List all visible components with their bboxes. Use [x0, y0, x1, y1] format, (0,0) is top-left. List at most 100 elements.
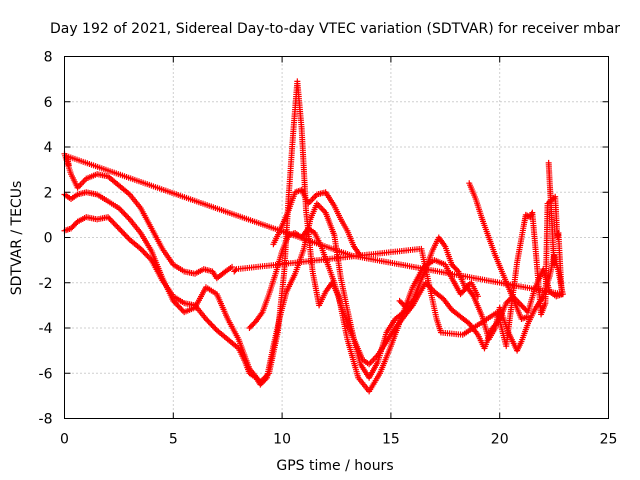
point-track-c: [113, 222, 120, 229]
point-scatter: [65, 162, 72, 169]
data-marks: [61, 78, 566, 395]
point-track-g: [408, 299, 415, 306]
point-track-d: [249, 322, 256, 329]
point-track-c: [504, 298, 511, 305]
point-track-g: [396, 297, 403, 304]
point-track-c: [109, 218, 116, 225]
y-tick-label: 4: [44, 140, 53, 156]
point-track-c: [119, 229, 126, 236]
point-track-d: [247, 323, 254, 330]
point-track-g: [399, 300, 406, 307]
point-track-f: [524, 313, 531, 320]
point-track-b: [125, 214, 132, 221]
point-track-g: [474, 293, 481, 300]
point-track-c: [139, 247, 146, 254]
point-track-c: [212, 325, 219, 332]
point-track-g: [404, 303, 411, 310]
point-track-c: [117, 226, 124, 233]
point-track-c: [125, 235, 132, 242]
y-tick-label: 8: [44, 50, 53, 66]
point-track-g: [451, 264, 458, 271]
y-tick-label: 2: [44, 185, 53, 201]
point-spike: [551, 261, 558, 268]
point-track-c: [204, 317, 211, 324]
point-track-c: [505, 297, 512, 304]
point-track-c: [262, 376, 269, 383]
point-track-g: [403, 304, 410, 311]
point-track-b: [124, 213, 131, 220]
point-track-c: [519, 303, 526, 310]
y-tick-label: -2: [39, 276, 53, 292]
point-track-d: [250, 320, 257, 327]
point-track-c: [503, 300, 510, 307]
x-tick-label: 5: [169, 432, 178, 448]
point-track-c: [521, 305, 528, 312]
point-track-c: [70, 222, 77, 229]
point-track-c: [143, 251, 150, 258]
point-track-c: [73, 220, 80, 227]
point-track-c: [68, 225, 75, 232]
y-tick-label: 6: [44, 95, 53, 111]
point-track-d: [246, 325, 253, 331]
plot-frame: [64, 56, 609, 419]
y-tick-label: -8: [39, 412, 53, 428]
point-track-g: [450, 263, 457, 270]
x-tick-label: 15: [382, 432, 400, 448]
point-track-c: [209, 323, 216, 330]
point-track-c: [211, 324, 218, 331]
point-track-c: [140, 248, 147, 255]
point-track-g: [397, 299, 404, 306]
point-track-b: [460, 288, 467, 295]
point-track-c: [259, 378, 266, 385]
point-track-c: [111, 221, 118, 228]
point-track-g: [407, 300, 414, 307]
point-track-b: [457, 291, 464, 298]
point-track-g: [452, 265, 459, 272]
y-tick-label: 0: [44, 231, 53, 247]
point-track-b: [173, 300, 180, 307]
point-track-b: [119, 209, 126, 216]
x-tick-label: 10: [273, 432, 291, 448]
point-track-c: [257, 381, 264, 388]
point-track-c: [121, 231, 128, 238]
point-track-c: [261, 377, 268, 384]
y-tick-label: -4: [39, 321, 53, 337]
chart-title: Day 192 of 2021, Sidereal Day-to-day VTE…: [50, 21, 620, 37]
point-track-c: [110, 219, 117, 226]
point-track-c: [69, 224, 76, 231]
point-track-b: [458, 289, 465, 296]
point-track-c: [118, 228, 125, 235]
point-track-c: [115, 225, 122, 232]
point-track-c: [258, 380, 265, 387]
point-track-b: [118, 207, 125, 214]
point-track-a: [229, 263, 236, 270]
x-tick-label: 20: [491, 432, 509, 448]
point-track-g: [448, 261, 455, 268]
point-track-c: [122, 232, 129, 239]
point-track-c: [114, 224, 121, 231]
point-track-c: [144, 252, 151, 259]
y-tick-label: -6: [39, 366, 53, 382]
x-tick-label: 25: [600, 432, 618, 448]
point-track-b: [177, 304, 184, 311]
point-scatter: [232, 267, 239, 274]
point-track-c: [518, 302, 525, 309]
point-track-c: [124, 233, 131, 240]
axis-ticks: 0 5 10 15 20 25 -8 -6 -4 -2 0 2 4 6 8: [39, 50, 618, 448]
point-track-b: [175, 303, 182, 310]
point-track-b: [122, 212, 129, 219]
point-track-g: [405, 301, 412, 308]
point-track-c: [522, 306, 529, 313]
point-track-b: [174, 302, 181, 309]
point-track-g: [400, 301, 407, 308]
point-track-c: [71, 221, 78, 228]
x-tick-label: 0: [60, 432, 69, 448]
point-track-b: [121, 210, 128, 217]
point-track-c: [208, 321, 215, 328]
x-axis-label: GPS time / hours: [276, 458, 393, 474]
point-track-c: [141, 250, 148, 257]
point-track-c: [106, 215, 113, 222]
point-track-c: [205, 318, 212, 325]
point-track-c: [207, 320, 214, 327]
